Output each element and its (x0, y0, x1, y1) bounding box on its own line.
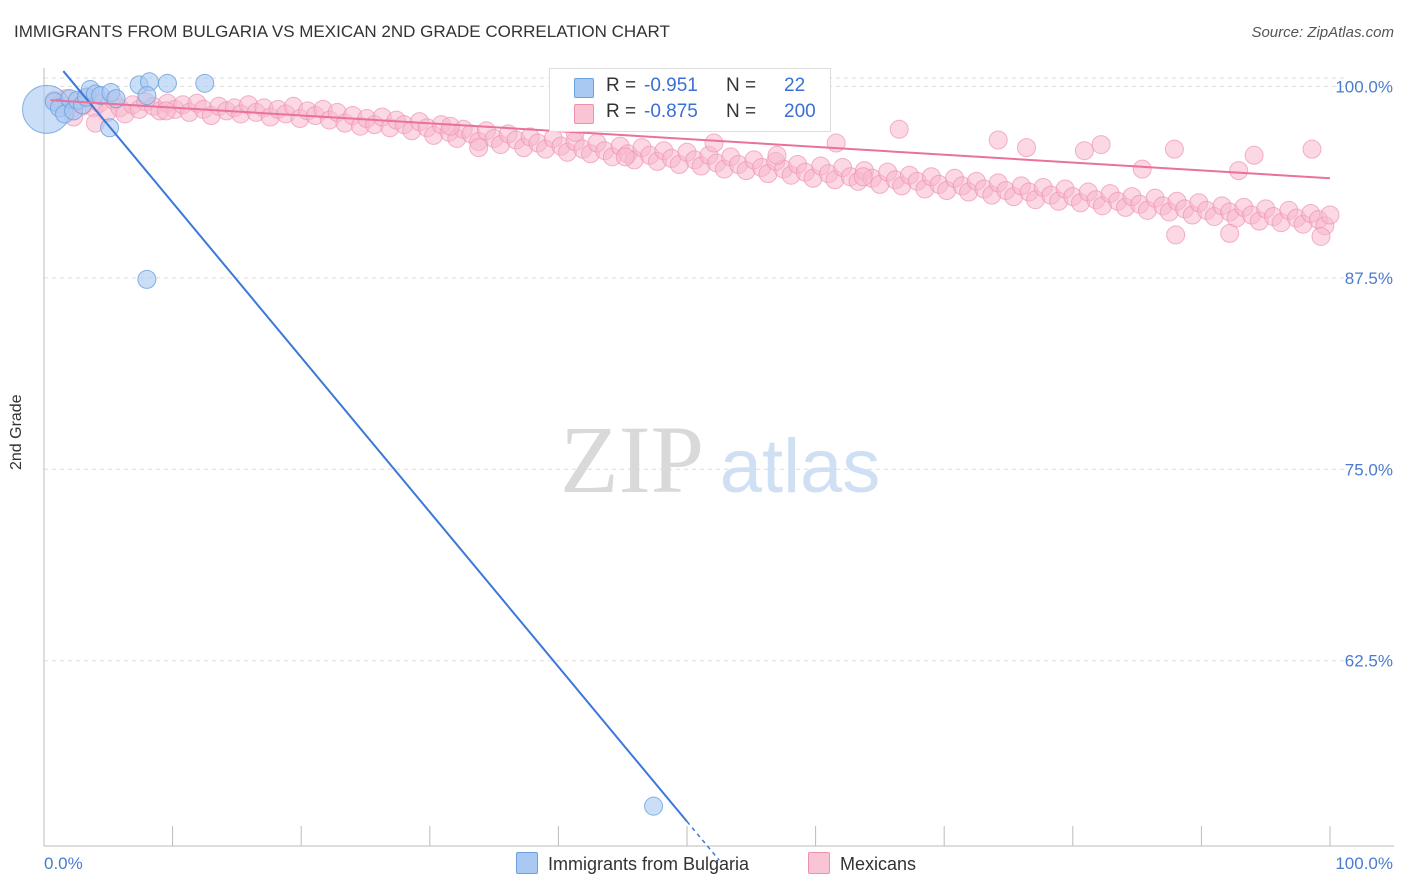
bottom-legend-bulgaria: Immigrants from Bulgaria (516, 852, 749, 875)
mexicans-point (1320, 205, 1340, 225)
legend-n-value: 200 (784, 101, 816, 122)
correlation-legend: R = -0.951 N = 22 R = -0.875 N = 200 (549, 68, 831, 132)
legend-n-value: 22 (784, 75, 806, 96)
watermark-atlas: atlas (720, 424, 881, 509)
mexicans-point (1166, 225, 1186, 245)
mexicans-point (704, 133, 724, 153)
legend-swatch-mexicans (574, 104, 594, 124)
bottom-legend-mexicans: Mexicans (808, 852, 916, 875)
bulgaria-point (137, 86, 157, 106)
bulgaria-points (22, 72, 664, 816)
bulgaria-point (195, 73, 215, 93)
bulgaria-trend-extension (686, 821, 720, 861)
mexicans-point (1220, 223, 1240, 243)
mexicans-point (1229, 161, 1249, 181)
legend-r-value: -0.951 (644, 75, 698, 96)
mexicans-point (1132, 159, 1152, 179)
mexicans-point (156, 101, 176, 121)
mexicans-point (1164, 139, 1184, 159)
y-tick-label: 75.0% (1345, 460, 1393, 479)
legend-n-label: N = (726, 101, 757, 122)
mexicans-point (853, 167, 873, 187)
y-tick-label: 87.5% (1345, 269, 1393, 288)
y-tick-label: 100.0% (1335, 77, 1393, 96)
bottom-legend-label-bulgaria: Immigrants from Bulgaria (548, 854, 750, 874)
legend-swatch-bulgaria (574, 78, 594, 98)
legend-n-label: N = (726, 75, 757, 96)
bulgaria-trend-line (62, 70, 688, 823)
legend-r-label: R = (606, 101, 637, 122)
bottom-legend-swatch-bulgaria (516, 852, 538, 874)
bulgaria-point (644, 796, 664, 816)
mexicans-point (988, 130, 1008, 150)
x-tick-label: 100.0% (1335, 854, 1393, 873)
mexicans-point (889, 119, 909, 139)
mexicans-point (767, 145, 787, 165)
mexicans-trend-line (50, 99, 1331, 180)
x-tick-label: 0.0% (44, 854, 83, 873)
bottom-legend-swatch-mexicans (808, 852, 830, 874)
mexicans-point (469, 138, 489, 158)
bulgaria-point (157, 73, 177, 93)
axes (43, 68, 1394, 847)
mexicans-point (1302, 139, 1322, 159)
trend-lines (50, 70, 1331, 861)
chart-title: IMMIGRANTS FROM BULGARIA VS MEXICAN 2ND … (14, 22, 670, 41)
tick-labels: 100.0% 87.5% 75.0% 62.5% 0.0% 100.0% (44, 77, 1393, 873)
source-text: Source: ZipAtlas.com (1251, 24, 1394, 41)
mexicans-point (1017, 138, 1037, 158)
legend-r-value: -0.875 (644, 101, 698, 122)
mexicans-point (1091, 135, 1111, 155)
legend-r-label: R = (606, 75, 637, 96)
watermark-zip: ZIP (560, 406, 704, 513)
bottom-legend-label-mexicans: Mexicans (840, 854, 917, 874)
mexicans-point (615, 147, 635, 167)
mexicans-point (440, 116, 460, 136)
y-tick-label: 62.5% (1345, 652, 1393, 671)
mexicans-point (1244, 145, 1264, 165)
bulgaria-point (137, 269, 157, 289)
mexicans-point (1311, 226, 1331, 246)
mexicans-point (1074, 141, 1094, 161)
y-axis-label: 2nd Grade (8, 394, 25, 470)
